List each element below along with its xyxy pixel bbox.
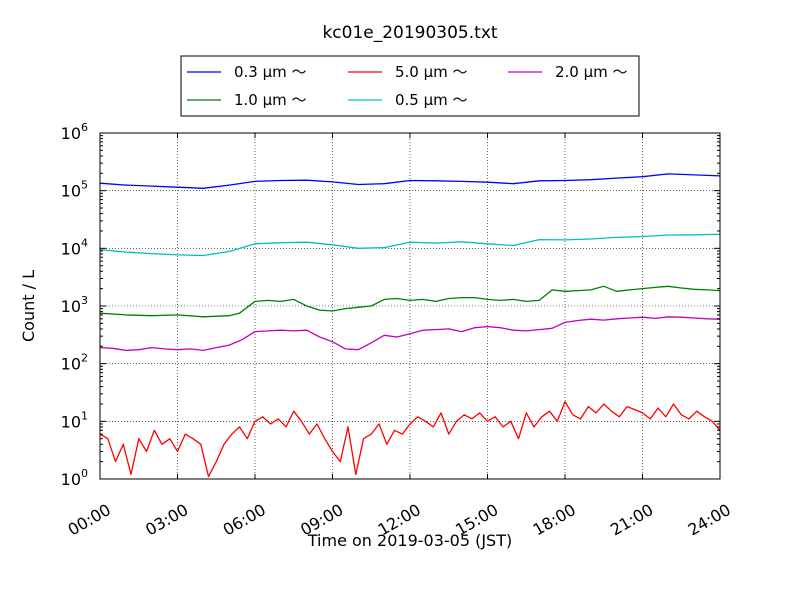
series-line-1 (99, 233, 721, 257)
series-line-2 (99, 285, 721, 318)
y-tick-label: 101 (61, 409, 88, 431)
series-line-4 (99, 400, 721, 478)
legend: 0.3 μm ～ 1.0 μm ～ 5.0 μm ～ 0.5 μm ～ 2.0 μm ～ (180, 55, 640, 117)
legend-label: 2.0 μm ～ (555, 63, 628, 81)
legend-label: 5.0 μm ～ (395, 63, 468, 81)
y-tick-label: 106 (61, 121, 88, 143)
series-lines (99, 173, 721, 478)
legend-label: 0.3 μm ～ (234, 63, 307, 81)
chart-title: kc01e_20190305.txt (322, 23, 497, 43)
y-axis-label: Count / L (19, 270, 38, 342)
legend-label: 0.5 μm ～ (395, 91, 468, 109)
y-tick-label: 105 (61, 179, 88, 201)
y-tick-label: 100 (61, 467, 88, 489)
series-line-3 (99, 316, 721, 352)
legend-label: 1.0 μm ～ (234, 91, 307, 109)
legend-box (180, 55, 640, 117)
y-tick-label: 102 (61, 352, 88, 374)
x-axis-label: Time on 2019-03-05 (JST) (307, 531, 512, 550)
y-tick-label: 104 (61, 236, 88, 258)
series-line-0 (99, 173, 721, 189)
y-tick-label: 103 (61, 294, 88, 316)
